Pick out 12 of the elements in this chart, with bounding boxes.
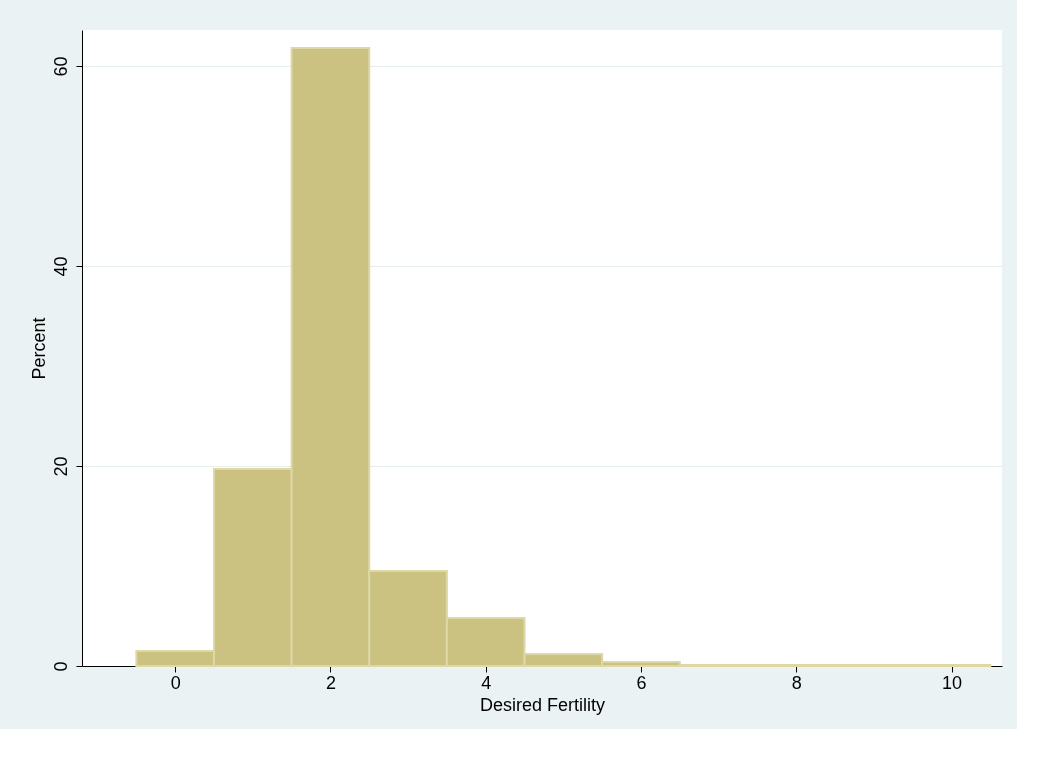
x-tick-label: 4: [481, 672, 492, 693]
x-tick-label: 6: [636, 672, 647, 693]
x-axis-title: Desired Fertility: [479, 694, 606, 715]
y-tick-label: 0: [50, 661, 71, 672]
x-tick-label: 10: [942, 672, 963, 693]
x-tick-label: 8: [791, 672, 802, 693]
y-axis-title: Percent: [28, 317, 49, 380]
y-tick-label: 40: [50, 256, 71, 277]
x-tick-label: 2: [325, 672, 336, 693]
y-tick-label: 60: [50, 56, 71, 77]
x-tick-label: 0: [170, 672, 181, 693]
y-tick-label: 20: [50, 456, 71, 477]
